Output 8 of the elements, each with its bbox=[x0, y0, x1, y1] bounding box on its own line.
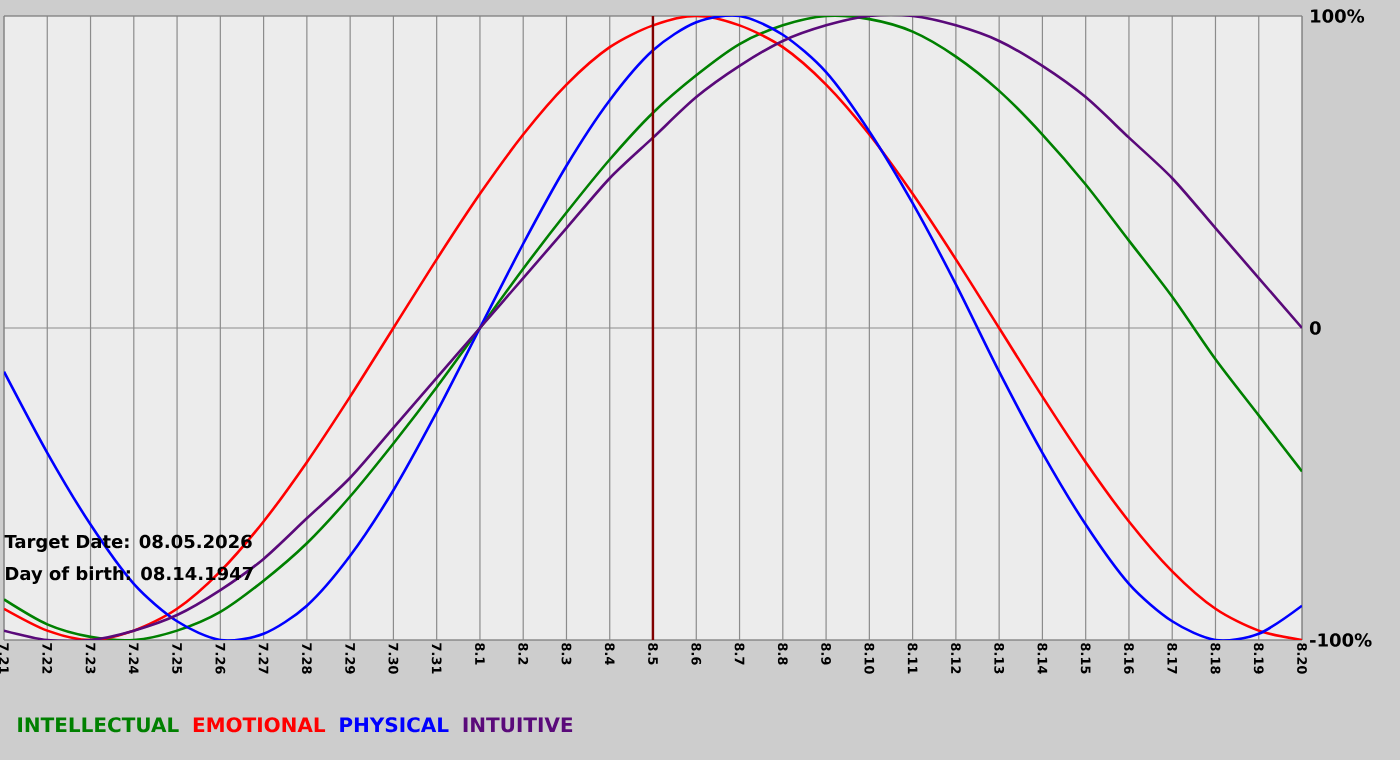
text: EMOTIONAL bbox=[193, 717, 326, 733]
y-tick-label: 100% bbox=[1311, 9, 1365, 23]
line-series bbox=[4, 15, 1303, 640]
text: PHYSICAL bbox=[340, 717, 449, 733]
y-tick-label: -100% bbox=[1310, 633, 1372, 647]
y-tick-label: 0 bbox=[1309, 321, 1321, 335]
text: INTUITIVE bbox=[463, 717, 573, 733]
text: INTELLECTUAL bbox=[18, 717, 179, 733]
